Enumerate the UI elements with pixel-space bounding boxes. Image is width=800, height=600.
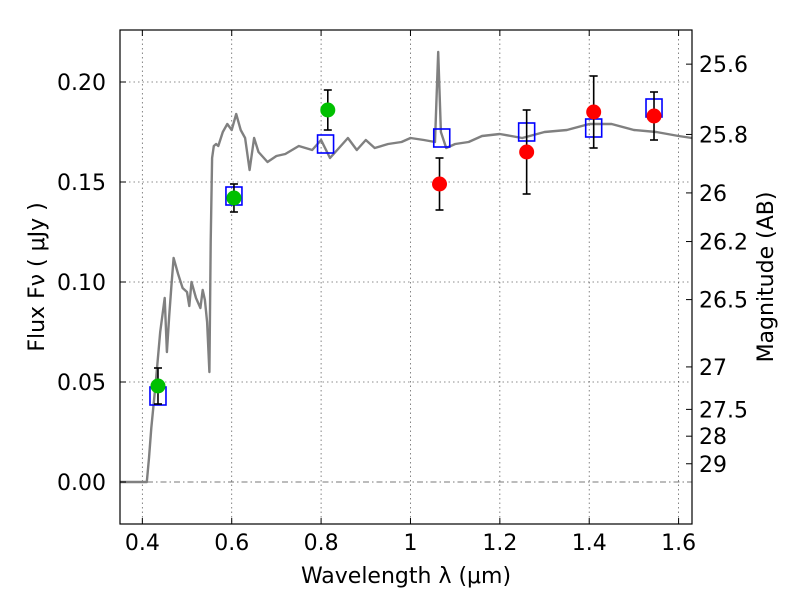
data-point bbox=[432, 176, 448, 192]
y2-axis-title: Magnitude (AB) bbox=[754, 192, 779, 363]
x-tick-label: 1.6 bbox=[661, 531, 696, 556]
x-tick-label: 1 bbox=[403, 531, 417, 556]
y2-tick-label: 27.5 bbox=[699, 398, 748, 423]
y2-tick-label: 29 bbox=[699, 453, 727, 478]
x-tick-label: 0.4 bbox=[125, 531, 160, 556]
data-point bbox=[320, 102, 336, 118]
x-axis-title: Wavelength λ (μm) bbox=[301, 564, 511, 589]
y-axis-title: Flux Fν ( μJy ) bbox=[25, 202, 50, 351]
y-tick-label: 0.05 bbox=[57, 371, 106, 396]
plot-frame bbox=[119, 29, 693, 525]
y2-tick-label: 28 bbox=[699, 425, 727, 450]
spectrum-line bbox=[120, 50, 693, 484]
y2-tick-label: 27 bbox=[699, 356, 727, 381]
tick-layer: 0.4 0.6 0.8 1 1.2 1.4 1.6 0.00 0.05 0.10 0.15 0.20 2… bbox=[57, 30, 748, 556]
data-point bbox=[519, 144, 535, 160]
data-point bbox=[150, 378, 166, 394]
grid-layer bbox=[120, 30, 692, 524]
series-layer bbox=[120, 50, 693, 484]
data-point bbox=[226, 190, 242, 206]
x-tick-label: 1.4 bbox=[572, 531, 607, 556]
y2-tick-label: 26 bbox=[699, 182, 727, 207]
y-tick-label: 0.15 bbox=[57, 171, 106, 196]
y2-tick-label: 26.5 bbox=[699, 289, 748, 314]
x-tick-label: 0.8 bbox=[304, 531, 339, 556]
y-tick-label: 0.20 bbox=[57, 71, 106, 96]
y2-tick-label: 25.8 bbox=[699, 123, 748, 148]
y2-tick-label: 26.2 bbox=[699, 231, 748, 256]
data-point bbox=[646, 108, 662, 124]
x-tick-label: 1.2 bbox=[482, 531, 517, 556]
y2-tick-label: 25.6 bbox=[699, 53, 748, 78]
x-tick-label: 0.6 bbox=[214, 531, 249, 556]
y-tick-label: 0.10 bbox=[57, 271, 106, 296]
model-point bbox=[432, 128, 451, 148]
y-tick-label: 0.00 bbox=[57, 471, 106, 496]
model-point bbox=[316, 134, 335, 154]
data-point bbox=[586, 104, 602, 120]
